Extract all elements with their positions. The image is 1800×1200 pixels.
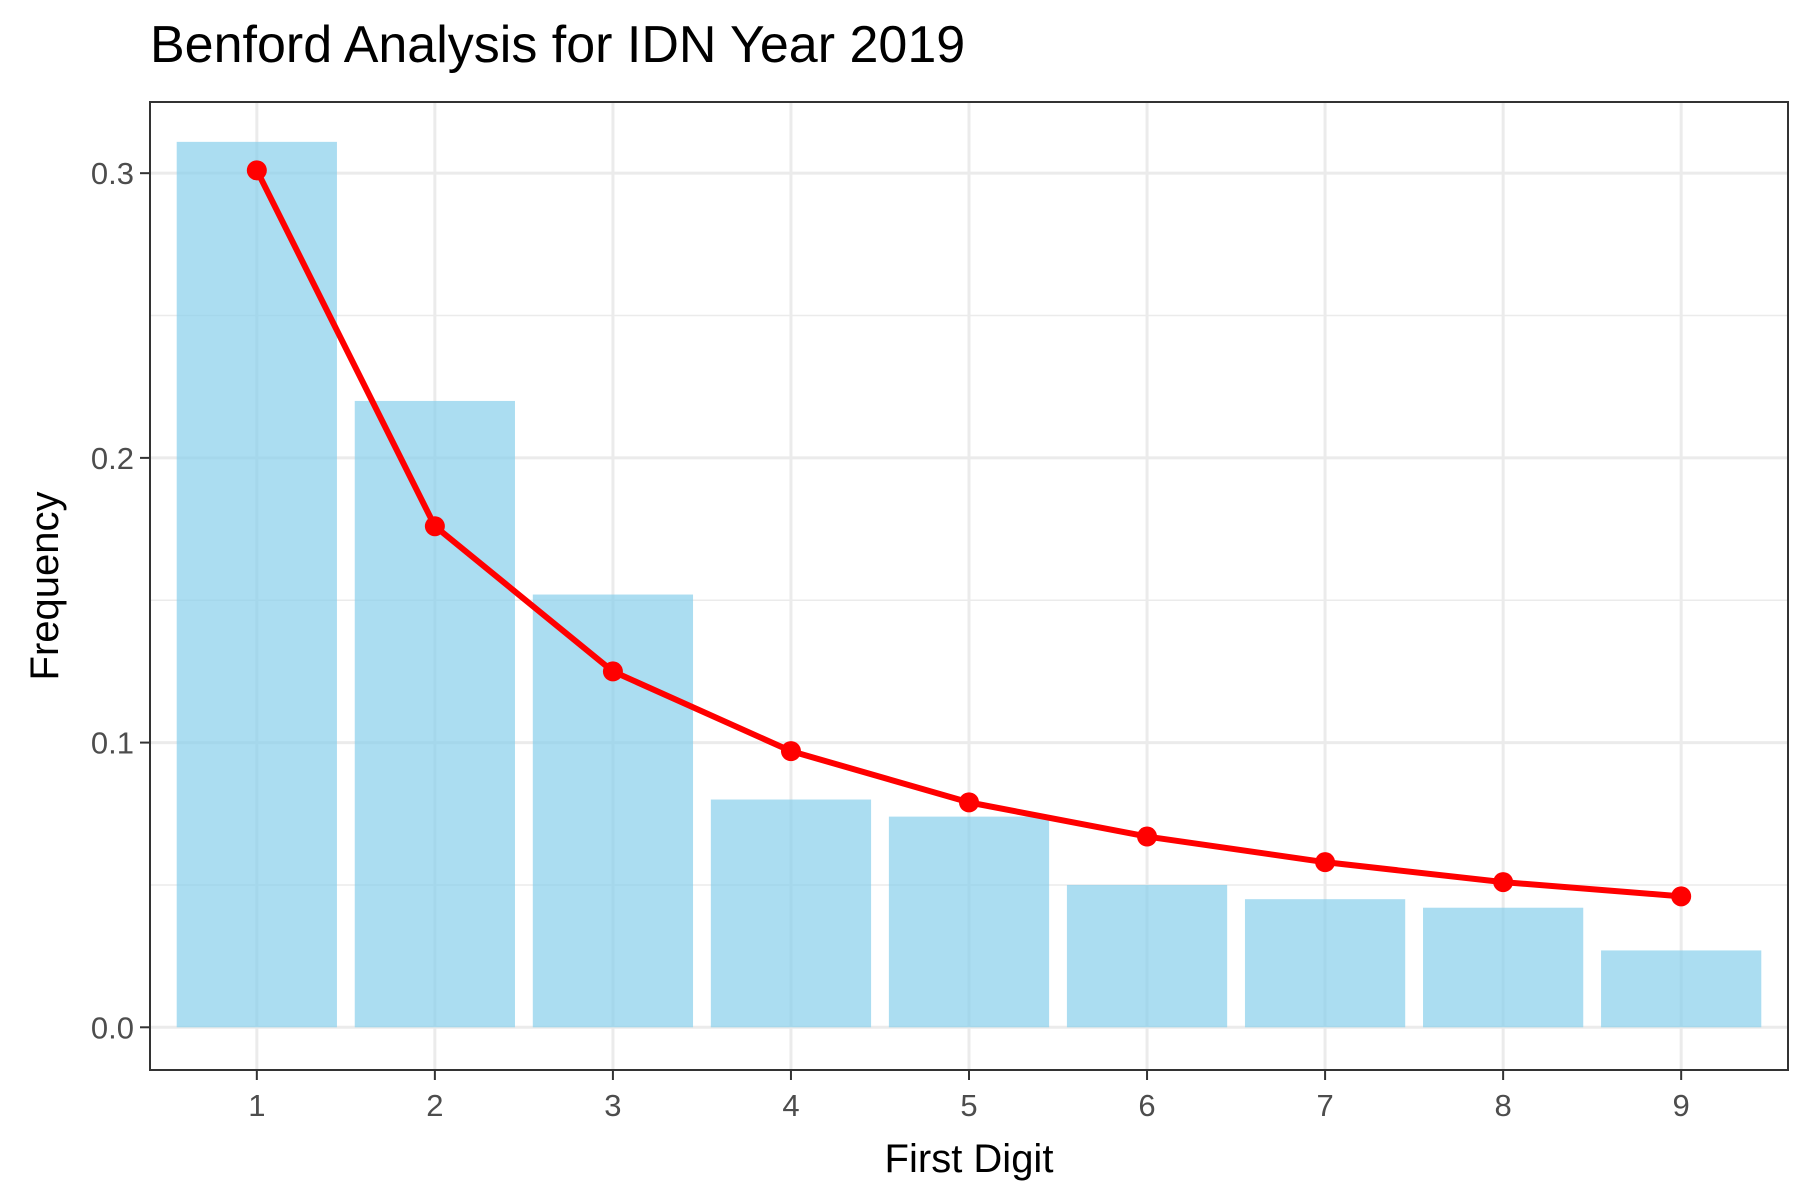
x-tick-label: 7 — [1316, 1088, 1333, 1123]
x-tick-label: 4 — [782, 1088, 799, 1123]
line-point-digit-3 — [602, 661, 623, 682]
line-point-digit-8 — [1493, 872, 1514, 893]
bar-digit-6 — [1066, 884, 1228, 1028]
axis-ticks: 1 2 3 4 5 6 7 8 9 0.0 0.1 0.2 0.3 — [91, 156, 1690, 1123]
y-tick-label: 0.2 — [91, 441, 134, 476]
x-tick-label: 2 — [426, 1088, 443, 1123]
line-point-digit-6 — [1137, 826, 1158, 847]
y-tick-label: 0.1 — [91, 726, 134, 761]
y-tick-label: 0.3 — [91, 156, 134, 191]
x-tick-label: 9 — [1673, 1088, 1690, 1123]
x-tick-label: 5 — [960, 1088, 977, 1123]
bar-digit-9 — [1601, 950, 1762, 1028]
y-tick-label: 0.0 — [91, 1010, 134, 1045]
bar-digit-1 — [176, 141, 337, 1028]
x-tick-label: 1 — [248, 1088, 265, 1123]
x-tick-label: 6 — [1138, 1088, 1155, 1123]
bar-digit-3 — [532, 594, 694, 1028]
bar-digit-4 — [710, 799, 872, 1028]
chart-title: Benford Analysis for IDN Year 2019 — [150, 16, 965, 74]
bar-digit-5 — [888, 816, 1050, 1028]
bar-digit-7 — [1244, 899, 1406, 1028]
bar-digit-8 — [1423, 907, 1584, 1028]
line-point-digit-2 — [424, 516, 445, 537]
x-tick-label: 8 — [1495, 1088, 1512, 1123]
line-point-digit-9 — [1671, 886, 1692, 907]
line-point-digit-7 — [1315, 852, 1336, 873]
line-point-digit-5 — [959, 792, 979, 813]
line-series — [246, 160, 1692, 907]
x-tick-label: 3 — [604, 1088, 621, 1123]
x-axis-title: First Digit — [885, 1137, 1054, 1181]
line-point-digit-1 — [246, 160, 267, 181]
y-axis-title: Frequency — [23, 492, 67, 681]
bar-digit-2 — [354, 400, 515, 1028]
line-point-digit-4 — [780, 741, 801, 762]
